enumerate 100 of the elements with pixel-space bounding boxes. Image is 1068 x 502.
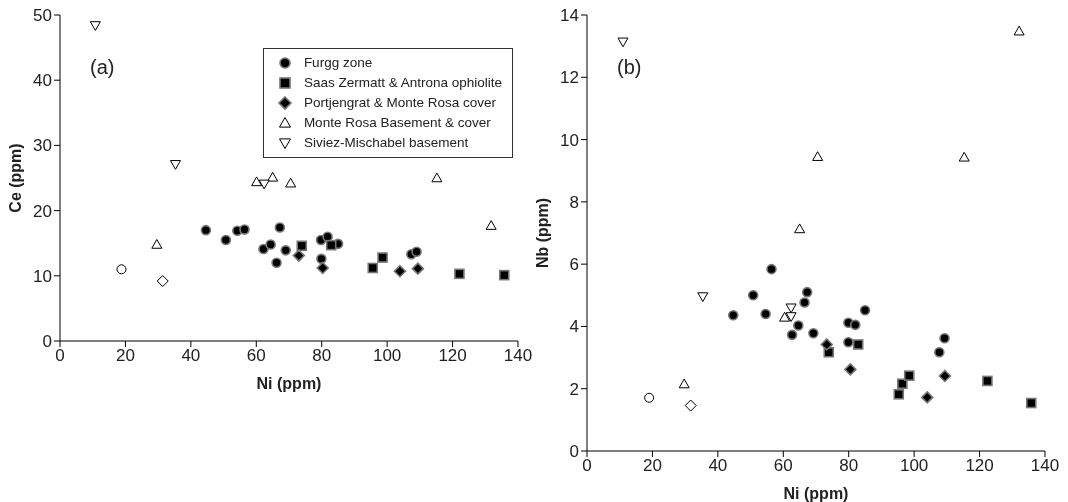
- point: [897, 378, 908, 390]
- x-tick-label: 40: [708, 456, 728, 476]
- x-tick-label: 80: [312, 346, 332, 366]
- y-tick-label: 14: [560, 6, 579, 26]
- y-tick-label: 8: [569, 192, 579, 212]
- legend-label: Furgg zone: [303, 54, 373, 72]
- point: [393, 264, 407, 278]
- point: [285, 177, 297, 188]
- point: [844, 363, 857, 376]
- x-axis-title: Ni (ppm): [783, 485, 849, 502]
- x-tick-label: 120: [965, 456, 994, 476]
- x-tick-label: 60: [773, 456, 793, 476]
- point: [1013, 25, 1025, 36]
- point: [843, 337, 854, 348]
- y-axis-title: Nb (ppm): [533, 197, 551, 269]
- point: [239, 224, 250, 235]
- point: [267, 171, 279, 182]
- x-tick-label: 100: [899, 456, 929, 476]
- x-tick-label: 120: [438, 346, 467, 366]
- point: [958, 151, 970, 162]
- point: [265, 239, 276, 250]
- point: [727, 309, 739, 321]
- annotation: (a): [90, 56, 115, 79]
- y-tick-label: 0: [569, 442, 579, 462]
- point: [938, 369, 952, 383]
- point: [799, 297, 810, 308]
- point: [812, 151, 824, 161]
- point: [411, 262, 425, 275]
- y-tick-label: 10: [560, 130, 579, 150]
- point: [1025, 397, 1037, 409]
- point: [617, 37, 629, 48]
- point: [766, 263, 777, 275]
- point: [785, 312, 797, 322]
- point: [169, 160, 181, 170]
- point: [431, 172, 443, 183]
- y-tick-label: 10: [33, 266, 52, 286]
- x-tick-label: 140: [1030, 456, 1060, 476]
- point: [801, 286, 813, 298]
- y-tick-label: 40: [33, 71, 52, 91]
- point: [678, 378, 690, 389]
- point: [747, 289, 759, 301]
- point: [859, 304, 871, 316]
- point: [779, 311, 791, 322]
- legend-label: Portjengrat & Monte Rosa cover: [303, 94, 496, 112]
- point: [849, 319, 861, 331]
- legend-label: Siviez-Mischabel basement: [303, 134, 469, 152]
- y-tick-label: 50: [33, 6, 52, 26]
- point: [296, 240, 308, 252]
- point: [893, 389, 905, 400]
- x-tick-label: 40: [181, 346, 201, 366]
- point: [280, 245, 292, 256]
- point: [271, 257, 282, 269]
- point: [220, 234, 232, 246]
- point: [274, 222, 286, 233]
- legend-label: Monte Rosa Basement & cover: [303, 114, 491, 132]
- legend-label: Saas Zermatt & Antrona ophiolite: [303, 74, 502, 92]
- y-tick-label: 30: [33, 136, 52, 156]
- point: [411, 246, 422, 257]
- x-axis-title: Ni (ppm): [256, 375, 322, 392]
- y-tick-label: 12: [560, 68, 579, 88]
- point: [939, 332, 950, 344]
- x-tick-label: 20: [642, 456, 662, 476]
- point: [793, 320, 804, 331]
- y-tick-label: 4: [569, 317, 579, 337]
- point: [292, 249, 306, 262]
- point: [920, 391, 934, 404]
- point: [498, 269, 510, 281]
- point: [934, 346, 945, 358]
- point: [377, 252, 388, 263]
- point: [903, 370, 915, 381]
- point: [808, 327, 819, 339]
- point: [794, 223, 806, 234]
- point: [697, 292, 709, 303]
- x-tick-label: 60: [246, 346, 266, 366]
- point: [760, 308, 771, 320]
- point: [852, 339, 864, 350]
- y-tick-label: 2: [569, 379, 579, 399]
- y-tick-label: 20: [33, 201, 52, 221]
- point: [820, 338, 834, 351]
- x-tick-label: 0: [55, 346, 65, 366]
- x-tick-label: 0: [582, 456, 592, 476]
- x-tick-label: 100: [372, 346, 402, 366]
- point: [785, 303, 797, 314]
- point: [684, 399, 697, 412]
- point: [982, 375, 993, 387]
- point: [251, 176, 263, 187]
- point: [325, 239, 337, 251]
- y-tick-label: 0: [42, 332, 52, 352]
- point: [89, 21, 101, 31]
- point: [786, 329, 798, 341]
- point: [316, 261, 329, 275]
- point: [116, 264, 127, 275]
- point: [200, 224, 212, 236]
- point: [316, 253, 327, 265]
- point: [151, 239, 163, 249]
- x-tick-label: 20: [115, 346, 135, 366]
- point: [454, 268, 465, 280]
- point: [156, 275, 169, 288]
- x-tick-label: 140: [503, 346, 533, 366]
- point: [367, 262, 379, 274]
